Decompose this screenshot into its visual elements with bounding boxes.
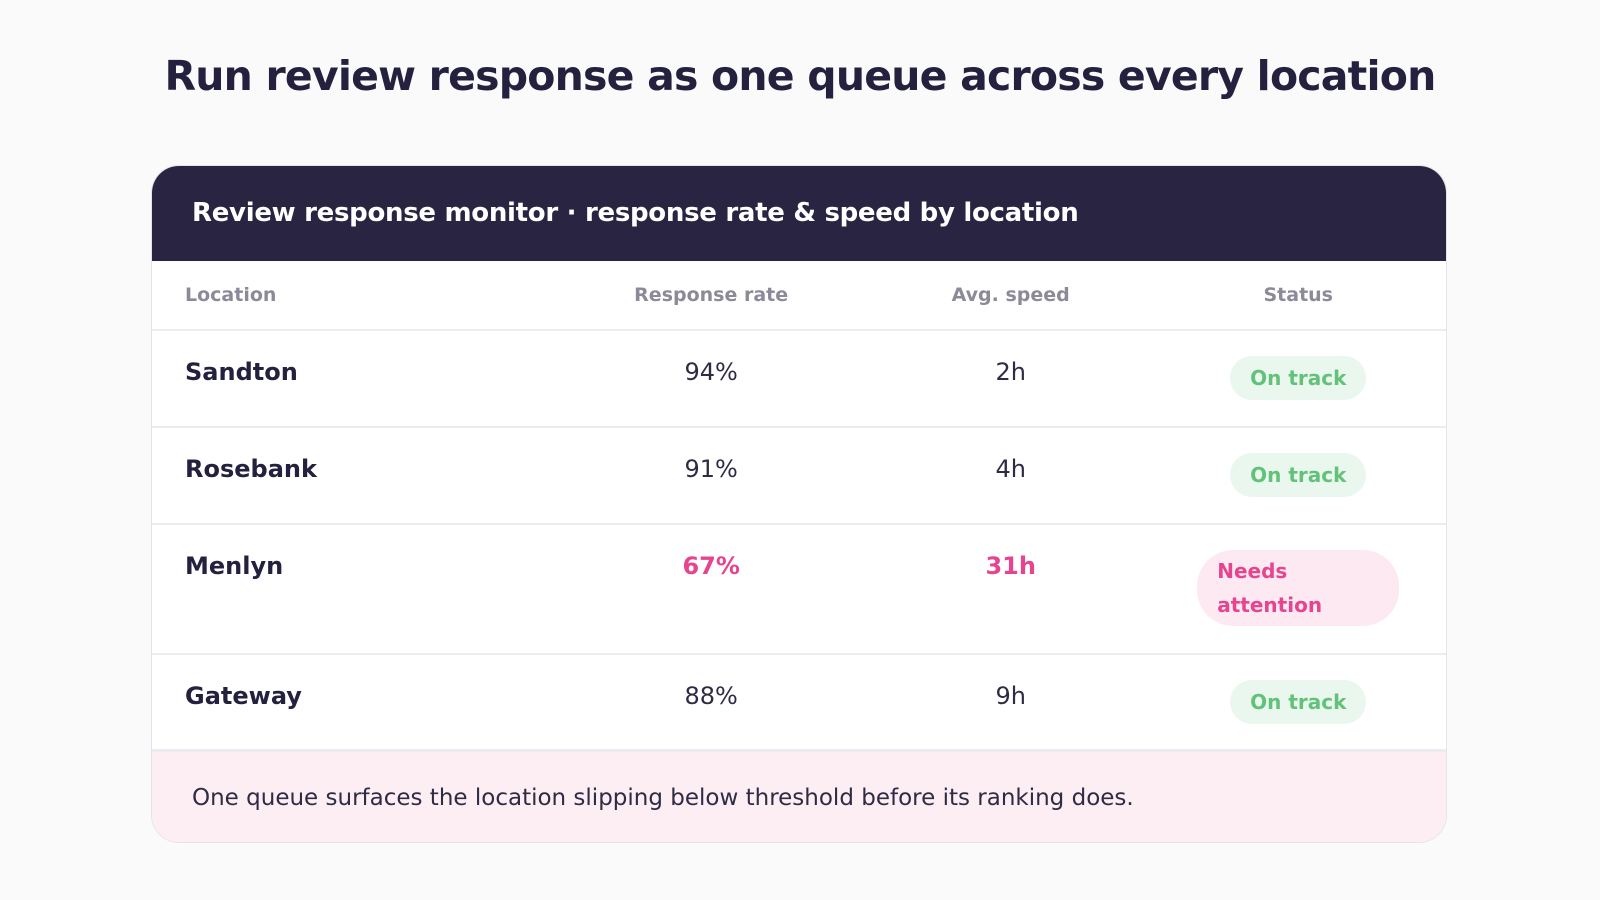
- table-row: Rosebank 91% 4h On track: [152, 428, 1446, 525]
- page-title: Run review response as one queue across …: [164, 52, 1436, 100]
- column-header-location: Location: [185, 284, 277, 306]
- location-name: Sandton: [185, 358, 298, 386]
- monitor-header: Review response monitor · response rate …: [152, 166, 1446, 261]
- table-row: Menlyn 67% 31h Needs attention: [152, 525, 1446, 655]
- column-header-status: Status: [1263, 284, 1333, 306]
- column-header-response-rate: Response rate: [634, 284, 789, 306]
- avg-speed-value: 9h: [995, 682, 1026, 710]
- response-rate-value: 67%: [682, 552, 740, 580]
- status-badge: Needs attention: [1197, 550, 1400, 626]
- monitor-footer-note: One queue surfaces the location slipping…: [152, 752, 1446, 842]
- status-badge: On track: [1230, 453, 1367, 497]
- avg-speed-value: 2h: [995, 358, 1026, 386]
- review-response-monitor-card: Review response monitor · response rate …: [151, 165, 1447, 843]
- column-header-avg-speed: Avg. speed: [951, 284, 1070, 306]
- response-rate-value: 94%: [684, 358, 738, 386]
- avg-speed-value: 31h: [985, 552, 1036, 580]
- location-name: Rosebank: [185, 455, 317, 483]
- avg-speed-value: 4h: [995, 455, 1026, 483]
- response-rate-value: 91%: [684, 455, 738, 483]
- location-name: Menlyn: [185, 552, 284, 580]
- response-rate-value: 88%: [684, 682, 738, 710]
- table-row: Gateway 88% 9h On track: [152, 655, 1446, 752]
- status-badge: On track: [1230, 356, 1367, 400]
- location-name: Gateway: [185, 682, 302, 710]
- table-header: Location Response rate Avg. speed Status: [152, 261, 1446, 331]
- status-badge: On track: [1230, 680, 1367, 724]
- table-row: Sandton 94% 2h On track: [152, 331, 1446, 428]
